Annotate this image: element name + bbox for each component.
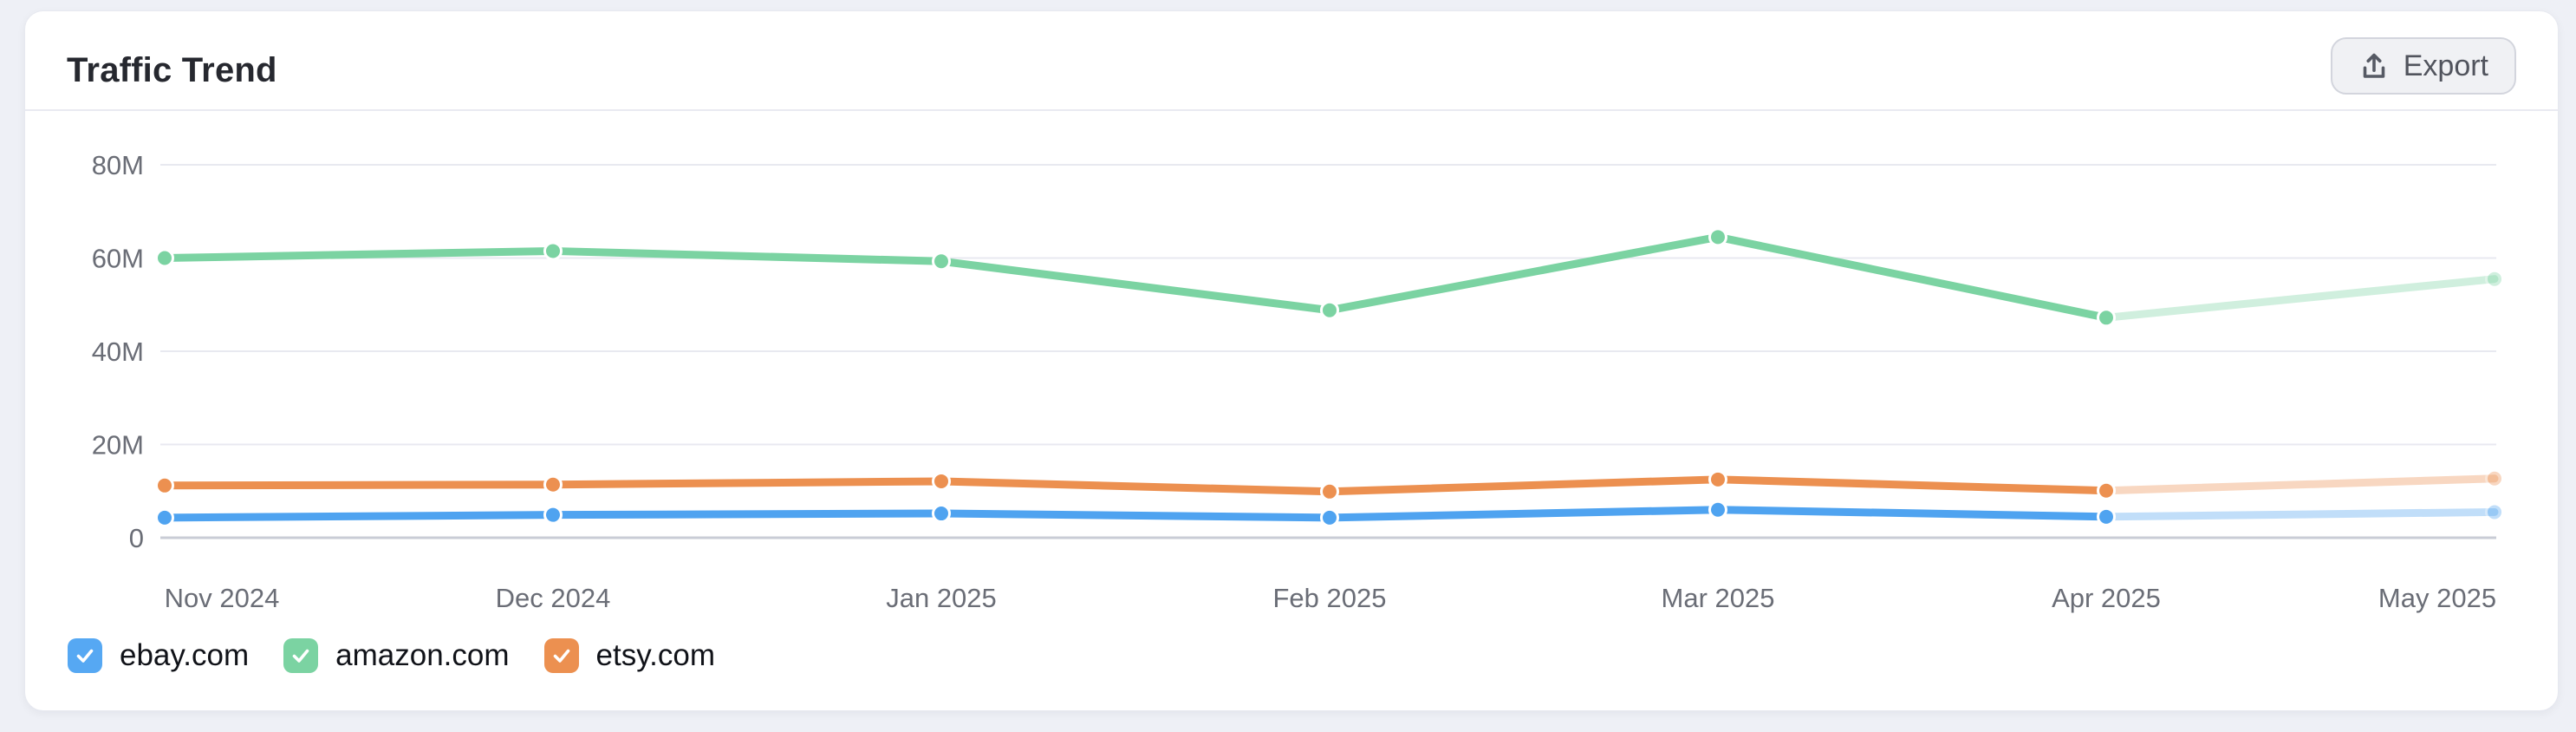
- export-button-label: Export: [2403, 49, 2488, 82]
- legend-label-etsy: etsy.com: [595, 638, 715, 672]
- point-ebay.com-Feb 2025[interactable]: [1320, 507, 1339, 527]
- point-etsy.com-May 2025[interactable]: [2485, 468, 2504, 488]
- point-etsy.com-Jan 2025[interactable]: [932, 471, 951, 491]
- ebay-checkbox[interactable]: [68, 638, 102, 673]
- point-amazon.com-Feb 2025[interactable]: [1320, 300, 1339, 320]
- point-etsy.com-Dec 2024[interactable]: [543, 474, 563, 494]
- point-ebay.com-Dec 2024[interactable]: [543, 505, 563, 525]
- export-button[interactable]: Export: [2330, 37, 2516, 95]
- point-ebay.com-Jan 2025[interactable]: [932, 504, 951, 524]
- card-title: Traffic Trend: [67, 51, 277, 89]
- check-icon: [292, 649, 309, 663]
- point-amazon.com-Jan 2025[interactable]: [932, 252, 951, 271]
- legend-item-ebay[interactable]: ebay.com: [68, 638, 249, 673]
- point-amazon.com-May 2025[interactable]: [2485, 269, 2504, 289]
- point-etsy.com-Apr 2025[interactable]: [2097, 480, 2116, 500]
- point-ebay.com-May 2025[interactable]: [2485, 502, 2504, 522]
- point-etsy.com-Nov 2024[interactable]: [155, 475, 174, 495]
- point-ebay.com-Mar 2025[interactable]: [1708, 500, 1727, 520]
- point-amazon.com-Dec 2024[interactable]: [543, 241, 563, 261]
- check-icon: [76, 649, 94, 663]
- etsy-checkbox[interactable]: [543, 638, 579, 673]
- export-upload-icon: [2358, 50, 2390, 82]
- chart-legend: ebay.com amazon.com etsy.com: [68, 638, 715, 673]
- point-ebay.com-Apr 2025[interactable]: [2097, 507, 2116, 526]
- point-etsy.com-Mar 2025[interactable]: [1708, 469, 1727, 489]
- legend-item-etsy[interactable]: etsy.com: [543, 638, 715, 673]
- check-icon: [553, 649, 569, 663]
- point-amazon.com-Mar 2025[interactable]: [1708, 227, 1727, 247]
- point-amazon.com-Apr 2025[interactable]: [2097, 308, 2116, 328]
- traffic-trend-card: Traffic Trend Export: [24, 10, 2559, 711]
- point-etsy.com-Feb 2025[interactable]: [1320, 481, 1339, 501]
- card-header: Traffic Trend Export: [25, 11, 2558, 111]
- legend-label-amazon: amazon.com: [335, 638, 510, 672]
- amazon-checkbox[interactable]: [283, 638, 319, 673]
- point-amazon.com-Nov 2024[interactable]: [155, 248, 174, 268]
- legend-item-amazon[interactable]: amazon.com: [283, 638, 510, 673]
- legend-label-ebay: ebay.com: [120, 638, 250, 672]
- point-ebay.com-Nov 2024[interactable]: [155, 507, 174, 527]
